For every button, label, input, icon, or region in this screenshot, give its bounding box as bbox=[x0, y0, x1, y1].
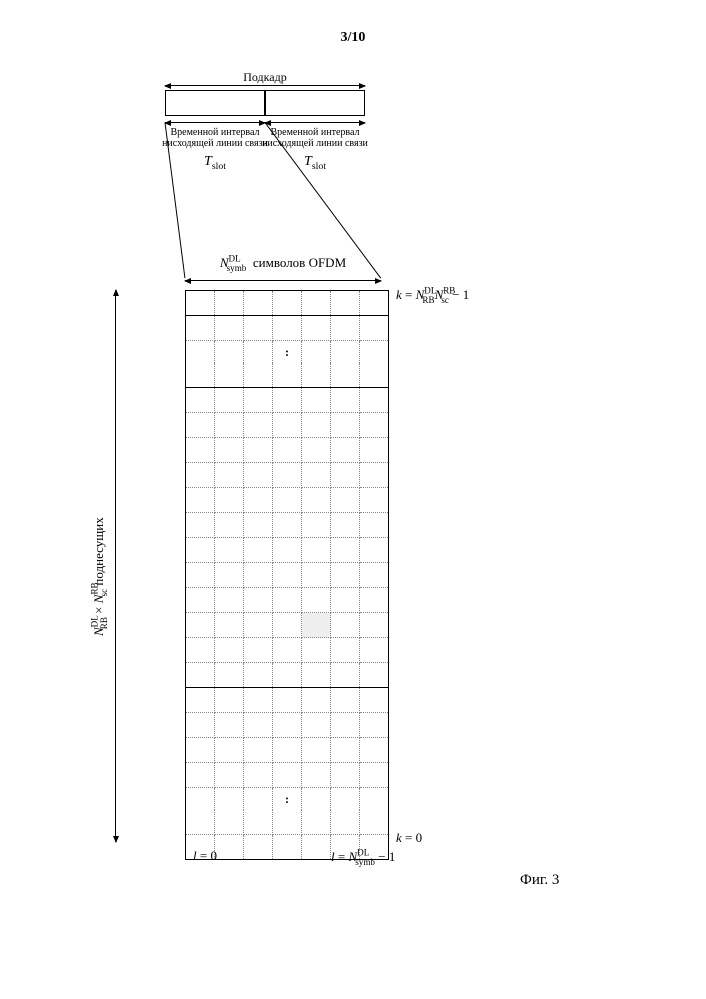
page-number: 3/10 bbox=[341, 30, 366, 45]
tslot-right: Tslot bbox=[304, 154, 326, 169]
k-top-label: k = NDLRBNRBsc − 1 bbox=[396, 287, 469, 302]
subframe-label: Подкадр bbox=[243, 70, 287, 84]
figure-label: Фиг. 3 bbox=[520, 872, 559, 888]
slot-label-right: Временной интервал нисходящей линии связ… bbox=[262, 127, 368, 149]
l-right-label: l = NDLsymb − 1 bbox=[331, 849, 395, 864]
slot-label-left: Временной интервал нисходящей линии связ… bbox=[162, 127, 268, 149]
k-bottom-label: k = 0 bbox=[396, 830, 422, 845]
l-left-label: l = 0 bbox=[193, 848, 217, 863]
tslot-left: Tslot bbox=[204, 154, 226, 169]
symbols-label: NDLsymb символов OFDM bbox=[220, 255, 346, 270]
y-axis-label: NDLRB × NRBsc поднесущих bbox=[91, 517, 106, 636]
resource-grid: :: bbox=[185, 290, 389, 860]
